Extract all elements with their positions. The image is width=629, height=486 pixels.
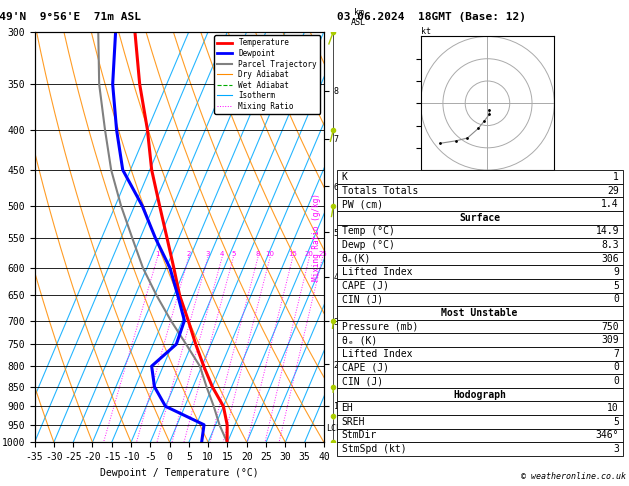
- Y-axis label: km
ASL: km ASL: [351, 8, 366, 28]
- Legend: Temperature, Dewpoint, Parcel Trajectory, Dry Adiabat, Wet Adiabat, Isotherm, Mi: Temperature, Dewpoint, Parcel Trajectory…: [214, 35, 320, 114]
- Text: 3: 3: [613, 444, 619, 454]
- Text: Hodograph: Hodograph: [453, 390, 506, 399]
- Text: 1: 1: [613, 172, 619, 182]
- Text: 03.06.2024  18GMT (Base: 12): 03.06.2024 18GMT (Base: 12): [337, 12, 525, 22]
- Text: 29: 29: [607, 186, 619, 195]
- Text: 3: 3: [206, 251, 210, 257]
- Text: EH: EH: [342, 403, 353, 413]
- Text: 7: 7: [613, 349, 619, 359]
- Text: 25: 25: [318, 251, 327, 257]
- Text: 750: 750: [601, 322, 619, 331]
- Text: 2: 2: [187, 251, 191, 257]
- Text: Most Unstable: Most Unstable: [442, 308, 518, 318]
- Text: θₑ (K): θₑ (K): [342, 335, 377, 345]
- Text: CAPE (J): CAPE (J): [342, 363, 389, 372]
- Text: 1.4: 1.4: [601, 199, 619, 209]
- X-axis label: Dewpoint / Temperature (°C): Dewpoint / Temperature (°C): [100, 468, 259, 478]
- Text: 5: 5: [231, 251, 236, 257]
- Text: Totals Totals: Totals Totals: [342, 186, 418, 195]
- Text: 20: 20: [305, 251, 314, 257]
- Text: Lifted Index: Lifted Index: [342, 267, 412, 277]
- Text: SREH: SREH: [342, 417, 365, 427]
- Text: © weatheronline.co.uk: © weatheronline.co.uk: [521, 472, 626, 481]
- Text: PW (cm): PW (cm): [342, 199, 382, 209]
- Text: Temp (°C): Temp (°C): [342, 226, 394, 236]
- Text: Mixing Ratio (g/kg): Mixing Ratio (g/kg): [312, 193, 321, 281]
- Text: 306: 306: [601, 254, 619, 263]
- Text: 346°: 346°: [596, 431, 619, 440]
- Text: 0: 0: [613, 363, 619, 372]
- Text: Pressure (mb): Pressure (mb): [342, 322, 418, 331]
- Text: 5: 5: [613, 417, 619, 427]
- Text: 9: 9: [613, 267, 619, 277]
- Text: Lifted Index: Lifted Index: [342, 349, 412, 359]
- Text: θₑ(K): θₑ(K): [342, 254, 371, 263]
- Text: 4: 4: [220, 251, 225, 257]
- Text: CIN (J): CIN (J): [342, 295, 382, 304]
- Text: 0: 0: [613, 376, 619, 386]
- Text: 15: 15: [288, 251, 298, 257]
- Text: Surface: Surface: [459, 213, 500, 223]
- Text: Dewp (°C): Dewp (°C): [342, 240, 394, 250]
- Text: 5: 5: [613, 281, 619, 291]
- Text: StmDir: StmDir: [342, 431, 377, 440]
- Text: CAPE (J): CAPE (J): [342, 281, 389, 291]
- Text: K: K: [342, 172, 347, 182]
- Text: CIN (J): CIN (J): [342, 376, 382, 386]
- Text: 0: 0: [613, 295, 619, 304]
- Text: StmSpd (kt): StmSpd (kt): [342, 444, 406, 454]
- Text: 10: 10: [265, 251, 275, 257]
- Text: kt: kt: [421, 27, 431, 36]
- Text: 309: 309: [601, 335, 619, 345]
- Text: 52°49'N  9°56'E  71m ASL: 52°49'N 9°56'E 71m ASL: [0, 12, 141, 22]
- Text: LCL: LCL: [326, 424, 341, 433]
- Text: 1: 1: [155, 251, 160, 257]
- Text: 8.3: 8.3: [601, 240, 619, 250]
- Text: 14.9: 14.9: [596, 226, 619, 236]
- Text: 8: 8: [256, 251, 260, 257]
- Text: 10: 10: [607, 403, 619, 413]
